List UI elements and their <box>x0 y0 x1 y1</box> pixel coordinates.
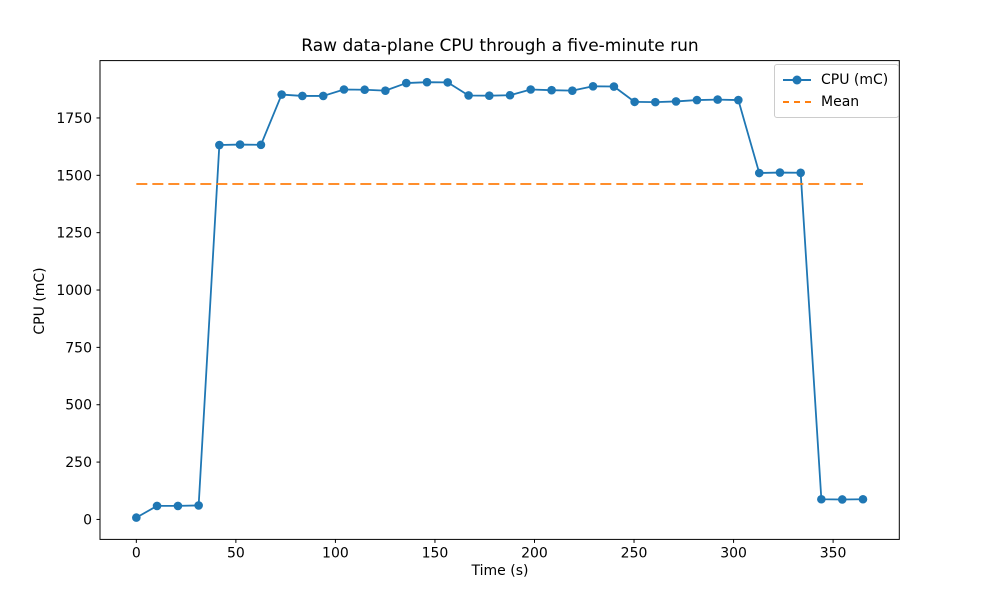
cpu-series-marker <box>734 95 743 105</box>
x-tick-label: 150 <box>422 545 449 561</box>
cpu-series-marker <box>381 86 390 95</box>
cpu-marker-dot <box>792 75 802 84</box>
y-axis-label: CPU (mC) <box>32 267 48 335</box>
legend-label-cpu: CPU (mC) <box>821 71 889 88</box>
legend-entry-cpu: CPU (mC) <box>783 70 888 89</box>
cpu-series-marker <box>588 81 598 91</box>
y-tick-label: 250 <box>65 455 92 471</box>
cpu-series-marker <box>837 495 847 504</box>
cpu-series-marker <box>215 140 224 150</box>
cpu-series-marker <box>235 140 245 149</box>
cpu-series-marker <box>547 85 556 95</box>
cpu-series-marker <box>775 168 785 177</box>
cpu-series-marker <box>132 513 141 522</box>
cpu-series-marker <box>194 501 203 510</box>
x-tick-label: 100 <box>322 545 349 561</box>
cpu-series-marker <box>505 90 515 100</box>
cpu-series-line <box>135 81 864 519</box>
x-axis-label: Time (s) <box>471 563 529 579</box>
cpu-series-marker <box>298 91 307 101</box>
x-tick-label: 300 <box>720 545 747 561</box>
mean-line-swatch <box>783 100 811 103</box>
legend: CPU (mC) Mean <box>774 64 900 118</box>
cpu-series-marker <box>484 91 494 101</box>
cpu-series-marker <box>318 91 328 101</box>
cpu-series-marker <box>422 77 432 87</box>
cpu-series-marker <box>152 501 162 511</box>
y-tick-label: 1500 <box>56 168 92 184</box>
y-tick-label: 1250 <box>56 226 92 242</box>
x-tick-label: 0 <box>132 545 141 561</box>
y-tick-label: 1750 <box>56 111 92 127</box>
cpu-series-marker <box>692 95 702 105</box>
y-tick-label: 750 <box>65 340 92 356</box>
cpu-series-marker <box>401 78 411 88</box>
y-tick-label: 0 <box>83 512 92 528</box>
legend-label-mean: Mean <box>821 93 860 110</box>
x-tick-label: 50 <box>227 545 245 561</box>
cpu-line-swatch <box>783 75 811 84</box>
cpu-series-marker <box>630 97 639 107</box>
cpu-series-marker <box>277 90 286 99</box>
axes-frame <box>99 60 900 540</box>
cpu-series-marker <box>339 85 349 94</box>
x-tick-label: 350 <box>820 545 847 561</box>
y-tick-label: 500 <box>65 398 92 414</box>
cpu-series-marker <box>754 168 764 178</box>
cpu-series-marker <box>256 140 266 150</box>
cpu-series-marker <box>858 494 868 504</box>
x-tick-label: 200 <box>521 545 548 561</box>
cpu-series-marker <box>796 168 805 178</box>
legend-entry-mean: Mean <box>783 92 888 111</box>
cpu-series-marker <box>526 85 536 94</box>
cpu-series-marker <box>609 82 619 91</box>
cpu-series-marker <box>713 95 722 104</box>
cpu-series-marker <box>671 97 681 106</box>
cpu-series-marker <box>568 86 577 95</box>
cpu-series-marker <box>360 85 369 95</box>
y-tick-label: 1000 <box>56 283 92 299</box>
x-tick-label: 250 <box>621 545 648 561</box>
cpu-series-marker <box>443 78 452 87</box>
cpu-series-marker <box>817 494 826 504</box>
cpu-series-marker <box>651 97 660 107</box>
chart-title: Raw data-plane CPU through a five-minute… <box>301 36 699 56</box>
cpu-series-marker <box>173 501 183 511</box>
cpu-series-marker <box>464 91 473 100</box>
